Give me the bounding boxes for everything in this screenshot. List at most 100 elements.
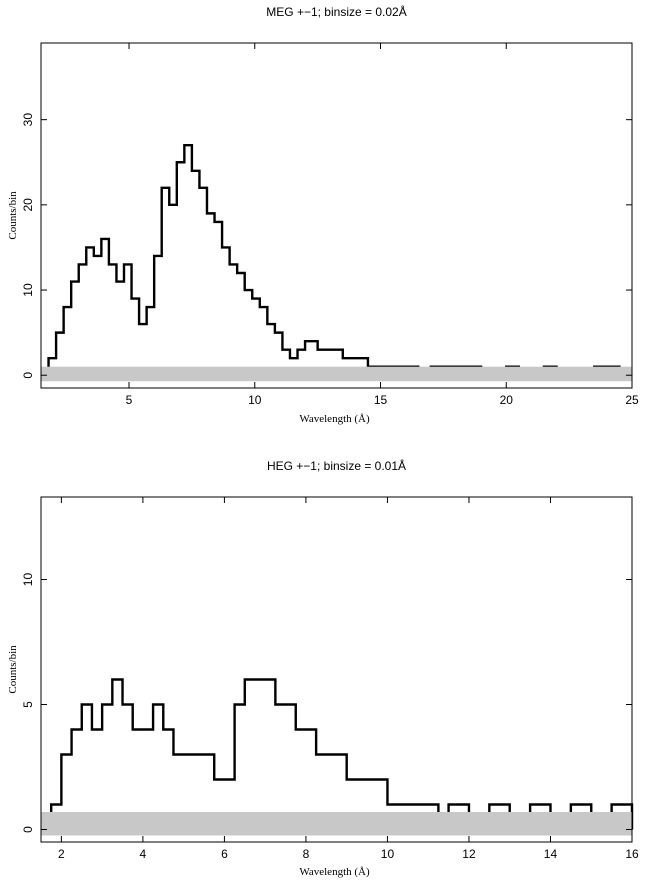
x-tick-label: 2: [58, 847, 65, 861]
x-tick-label: 6: [221, 847, 228, 861]
x-tick-label: 8: [303, 847, 310, 861]
series-point: [244, 289, 246, 291]
x-tick-label: 14: [544, 847, 558, 861]
series-point: [317, 349, 319, 351]
x-tick-label: 10: [381, 847, 395, 861]
series-point: [376, 778, 378, 781]
series-histogram-line: [41, 144, 632, 377]
series-point: [162, 728, 164, 731]
series-point: [142, 728, 144, 731]
series-point: [146, 306, 148, 308]
y-tick-label: 5: [21, 701, 35, 708]
series-point: [296, 349, 299, 351]
series-point: [100, 238, 102, 240]
series-point: [342, 357, 344, 359]
y-tick-label: 10: [21, 573, 35, 587]
series-background-band: [41, 366, 632, 382]
series-point: [70, 280, 72, 283]
series-point: [101, 703, 103, 706]
series-point: [274, 332, 276, 334]
series-histogram-line: [41, 678, 634, 831]
series-point: [172, 753, 175, 756]
series-point: [346, 778, 348, 781]
series-point: [85, 246, 87, 249]
series-point: [183, 753, 185, 756]
series-point: [295, 728, 297, 731]
y-tick-label: 0: [21, 372, 35, 379]
series-point: [417, 803, 419, 806]
series-point: [206, 212, 208, 214]
chart-panel-2: HEG +−1; binsize = 0.01Å 2 4 6 8 10 12 14 16 0 5 10…: [7, 458, 639, 878]
series-point: [221, 246, 223, 249]
plot-frame: [40, 496, 633, 843]
series-point: [121, 703, 124, 706]
series-point: [251, 297, 253, 300]
series-point: [191, 170, 193, 172]
series-point: [447, 803, 450, 806]
series-point: [234, 703, 236, 706]
series-point: [274, 703, 276, 706]
x-tick-label: 16: [625, 847, 639, 861]
series-point: [266, 323, 268, 325]
y-axis-title: Counts/bin: [7, 645, 19, 694]
series-point: [229, 263, 231, 266]
series-point: [153, 255, 155, 257]
series-point: [329, 349, 331, 351]
series-point: [138, 323, 140, 325]
series-point: [427, 803, 429, 806]
series-point: [152, 703, 154, 706]
series-point: [570, 803, 572, 806]
series-point: [335, 753, 338, 756]
x-tick-label: 25: [625, 393, 639, 407]
series-point: [176, 161, 178, 163]
x-axis-title: Wavelength (Å): [299, 413, 370, 425]
series-point: [132, 728, 134, 731]
series-point: [198, 187, 201, 189]
series-point: [81, 703, 83, 706]
series-point: [305, 728, 307, 731]
x-axis-title: Wavelength (Å): [299, 866, 370, 878]
series-point: [123, 263, 125, 266]
series-point: [356, 778, 358, 781]
x-tick-label: 15: [374, 393, 388, 407]
series-point: [47, 357, 50, 359]
plot-frame: [40, 42, 633, 389]
series-point: [386, 803, 389, 806]
series-point: [397, 803, 399, 806]
x-tick-label: 10: [248, 393, 262, 407]
series-point: [213, 221, 216, 223]
series-point: [488, 803, 490, 806]
series-point: [284, 703, 287, 706]
series-point: [407, 803, 409, 806]
x-tick-label: 12: [462, 847, 476, 861]
series-point: [111, 678, 113, 681]
series-point: [259, 306, 261, 308]
series-point: [108, 263, 110, 266]
series-point: [130, 297, 133, 300]
series-point: [203, 753, 205, 756]
series-point: [458, 803, 460, 806]
series-point: [91, 728, 93, 731]
series-point: [55, 332, 57, 334]
series-point: [315, 753, 317, 756]
series-point: [325, 753, 327, 756]
series-point: [50, 803, 52, 806]
series-point: [93, 255, 95, 257]
series-point: [161, 187, 163, 189]
y-tick-label: 20: [21, 198, 35, 212]
series-point: [193, 753, 195, 756]
series-background-band: [41, 812, 632, 836]
y-tick-label: 10: [21, 283, 35, 297]
series-point: [70, 728, 73, 731]
series-point: [223, 778, 226, 781]
y-tick-label: 30: [21, 113, 35, 127]
y-axis-title: Counts/bin: [7, 191, 19, 240]
series-point: [236, 272, 238, 274]
series-point: [254, 678, 256, 681]
series-point: [354, 357, 356, 359]
series-point: [611, 803, 613, 806]
y-tick-label: 0: [21, 826, 35, 833]
x-tick-label: 4: [140, 847, 147, 861]
series-point: [168, 204, 170, 206]
